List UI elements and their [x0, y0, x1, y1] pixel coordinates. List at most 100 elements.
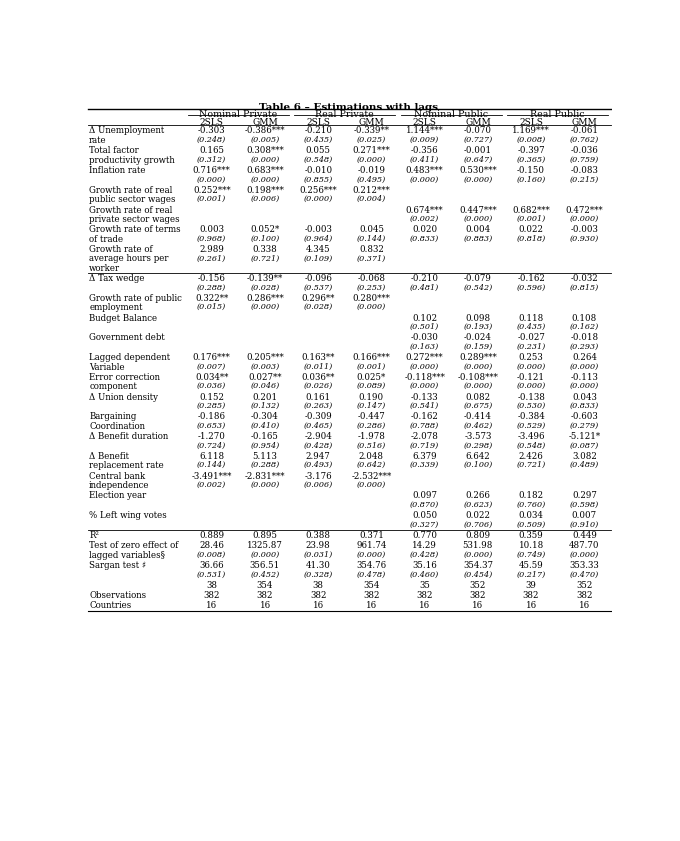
Text: Observations: Observations — [89, 591, 146, 600]
Text: -0.061: -0.061 — [571, 126, 598, 135]
Text: (0.147): (0.147) — [357, 402, 386, 410]
Text: GMM: GMM — [358, 118, 384, 127]
Text: lagged variables§: lagged variables§ — [89, 551, 165, 559]
Text: (0.008): (0.008) — [517, 136, 546, 144]
Text: 0.371: 0.371 — [359, 531, 384, 540]
Text: (0.015): (0.015) — [197, 304, 226, 311]
Text: 3.082: 3.082 — [572, 452, 597, 461]
Text: 0.472***: 0.472*** — [566, 205, 603, 214]
Text: Bargaining: Bargaining — [89, 412, 137, 421]
Text: (0.036): (0.036) — [197, 383, 226, 390]
Text: (0.000): (0.000) — [357, 304, 386, 311]
Text: 0.447***: 0.447*** — [459, 205, 496, 214]
Text: -0.447: -0.447 — [358, 412, 386, 421]
Text: -2.831***: -2.831*** — [245, 472, 285, 481]
Text: GMM: GMM — [252, 118, 278, 127]
Text: (0.516): (0.516) — [357, 442, 386, 450]
Text: 356.51: 356.51 — [250, 561, 280, 570]
Text: (0.006): (0.006) — [303, 481, 333, 489]
Text: (0.162): (0.162) — [570, 323, 599, 331]
Text: private sector wages: private sector wages — [89, 215, 180, 224]
Text: Election year: Election year — [89, 491, 146, 500]
Text: (0.008): (0.008) — [197, 551, 226, 558]
Text: Nominal Private: Nominal Private — [199, 110, 277, 119]
Text: (0.160): (0.160) — [517, 176, 546, 183]
Text: (0.548): (0.548) — [303, 156, 333, 164]
Text: (0.815): (0.815) — [570, 283, 599, 292]
Text: 352: 352 — [576, 581, 592, 590]
Text: 16: 16 — [366, 601, 377, 611]
Text: rate: rate — [89, 136, 107, 145]
Text: 0.266: 0.266 — [465, 491, 490, 500]
Text: 0.036**: 0.036** — [301, 373, 335, 382]
Text: 6.642: 6.642 — [466, 452, 490, 461]
Text: 0.152: 0.152 — [199, 393, 224, 402]
Text: -2.532***: -2.532*** — [352, 472, 392, 481]
Text: 531.98: 531.98 — [462, 542, 493, 550]
Text: 0.166***: 0.166*** — [352, 353, 390, 362]
Text: -0.186: -0.186 — [198, 412, 226, 421]
Text: (0.930): (0.930) — [570, 235, 599, 243]
Text: Error correction: Error correction — [89, 373, 160, 382]
Text: -3.491***: -3.491*** — [192, 472, 232, 481]
Text: (0.964): (0.964) — [303, 235, 333, 243]
Text: -0.139**: -0.139** — [247, 274, 283, 283]
Text: (0.000): (0.000) — [517, 383, 546, 390]
Text: 35: 35 — [419, 581, 430, 590]
Text: (0.279): (0.279) — [570, 422, 599, 430]
Text: 0.190: 0.190 — [359, 393, 384, 402]
Text: (0.759): (0.759) — [570, 156, 599, 164]
Text: 6.118: 6.118 — [199, 452, 224, 461]
Text: (0.870): (0.870) — [410, 500, 439, 509]
Text: 0.338: 0.338 — [252, 245, 277, 254]
Text: 5.113: 5.113 — [252, 452, 277, 461]
Text: -0.070: -0.070 — [464, 126, 492, 135]
Text: (0.002): (0.002) — [410, 215, 439, 223]
Text: 23.98: 23.98 — [306, 542, 330, 550]
Text: -0.108***: -0.108*** — [458, 373, 498, 382]
Text: -0.030: -0.030 — [411, 333, 439, 342]
Text: (0.253): (0.253) — [357, 283, 386, 292]
Text: 2.947: 2.947 — [306, 452, 330, 461]
Text: -0.165: -0.165 — [251, 432, 279, 442]
Text: 0.264: 0.264 — [572, 353, 597, 362]
Text: -0.397: -0.397 — [517, 146, 545, 156]
Text: (0.159): (0.159) — [463, 343, 492, 351]
Text: average hours per: average hours per — [89, 254, 169, 263]
Text: 0.182: 0.182 — [519, 491, 544, 500]
Text: 354: 354 — [257, 581, 273, 590]
Text: -1.270: -1.270 — [198, 432, 226, 442]
Text: (0.000): (0.000) — [410, 362, 439, 371]
Text: (0.719): (0.719) — [410, 442, 439, 450]
Text: % Left wing votes: % Left wing votes — [89, 511, 167, 520]
Text: GMM: GMM — [571, 118, 597, 127]
Text: (0.288): (0.288) — [250, 462, 279, 469]
Text: (0.596): (0.596) — [517, 283, 546, 292]
Text: (0.163): (0.163) — [410, 343, 439, 351]
Text: (0.231): (0.231) — [517, 343, 546, 351]
Text: 0.052*: 0.052* — [250, 225, 279, 235]
Text: 10.18: 10.18 — [518, 542, 544, 550]
Text: 0.308***: 0.308*** — [246, 146, 284, 156]
Text: Real Private: Real Private — [316, 110, 374, 119]
Text: 0.205***: 0.205*** — [246, 353, 284, 362]
Text: 41.30: 41.30 — [306, 561, 330, 570]
Text: -0.113: -0.113 — [571, 373, 598, 382]
Text: 0.004: 0.004 — [465, 225, 490, 235]
Text: (0.495): (0.495) — [357, 176, 386, 183]
Text: Growth rate of real: Growth rate of real — [89, 186, 173, 195]
Text: -0.156: -0.156 — [198, 274, 226, 283]
Text: 0.252***: 0.252*** — [193, 186, 231, 195]
Text: 382: 382 — [203, 591, 220, 600]
Text: (0.833): (0.833) — [410, 235, 439, 243]
Text: -2.904: -2.904 — [305, 432, 332, 442]
Text: 0.483***: 0.483*** — [406, 166, 443, 175]
Text: Central bank: Central bank — [89, 472, 146, 481]
Text: (0.009): (0.009) — [410, 136, 439, 144]
Text: 0.256***: 0.256*** — [299, 186, 337, 195]
Text: (0.002): (0.002) — [197, 481, 226, 489]
Text: 0.098: 0.098 — [465, 314, 490, 323]
Text: (0.598): (0.598) — [570, 500, 599, 509]
Text: R²: R² — [89, 531, 99, 540]
Text: (0.087): (0.087) — [570, 442, 599, 450]
